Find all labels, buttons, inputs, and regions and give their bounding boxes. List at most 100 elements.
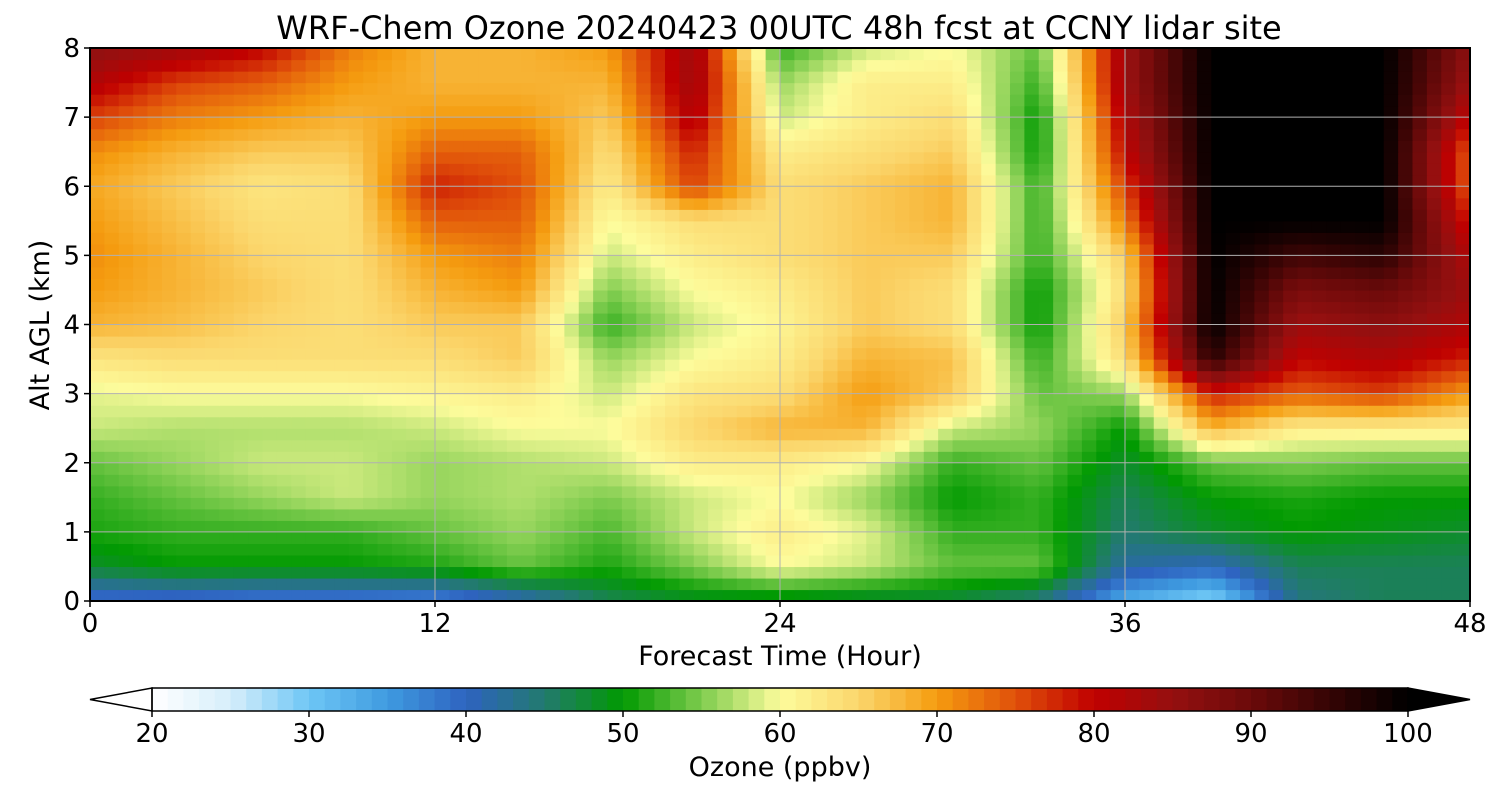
heatmap-cell <box>118 82 134 95</box>
heatmap-cell <box>1311 59 1327 72</box>
heatmap-cell <box>1110 577 1126 591</box>
y-tick-label: 5 <box>63 241 80 271</box>
heatmap-cell <box>276 428 292 441</box>
heatmap-cell <box>1455 232 1471 245</box>
heatmap-cell <box>981 577 997 591</box>
heatmap-cell <box>866 405 882 418</box>
heatmap-cell <box>995 347 1011 360</box>
heatmap-cell <box>938 186 954 199</box>
heatmap-cell <box>205 474 220 487</box>
heatmap-cell <box>190 232 206 245</box>
heatmap-cell <box>578 485 594 498</box>
heatmap-cell <box>866 71 882 84</box>
heatmap-cell <box>1254 117 1270 130</box>
heatmap-cell <box>995 151 1011 164</box>
heatmap-cell <box>391 174 407 187</box>
heatmap-cell <box>952 186 968 199</box>
heatmap-cell <box>161 405 177 418</box>
heatmap-cell <box>1297 209 1313 222</box>
heatmap-cell <box>190 71 206 84</box>
heatmap-cell <box>751 566 767 579</box>
heatmap-cell <box>1455 48 1471 61</box>
heatmap-cell <box>1311 105 1327 118</box>
heatmap-cell <box>1196 140 1212 153</box>
heatmap-cell <box>621 71 637 84</box>
heatmap-cell <box>176 566 192 579</box>
heatmap-cell <box>1211 462 1227 475</box>
heatmap-cell <box>765 278 781 291</box>
heatmap-cell <box>478 577 494 591</box>
heatmap-cell <box>1426 82 1442 95</box>
heatmap-cell <box>794 382 810 395</box>
heatmap-cell <box>952 255 968 268</box>
heatmap-cell <box>1110 451 1126 464</box>
heatmap-cell <box>952 220 968 233</box>
heatmap-cell <box>995 474 1011 487</box>
heatmap-cell <box>1283 174 1299 187</box>
heatmap-cell <box>1081 451 1097 464</box>
heatmap-cell <box>1153 439 1169 452</box>
heatmap-cell <box>161 543 177 556</box>
heatmap-cell <box>693 186 709 199</box>
heatmap-cell <box>938 566 954 579</box>
heatmap-cell <box>104 71 120 84</box>
heatmap-cell <box>1297 439 1313 452</box>
heatmap-cell <box>90 428 105 441</box>
heatmap-cell <box>176 359 192 372</box>
heatmap-cell <box>636 59 652 72</box>
heatmap-cell <box>866 393 882 406</box>
heatmap-cell <box>90 359 105 372</box>
heatmap-cell <box>794 543 810 556</box>
heatmap-cell <box>808 531 824 544</box>
heatmap-cell <box>147 163 163 176</box>
heatmap-cell <box>233 209 249 222</box>
heatmap-cell <box>1139 71 1155 84</box>
heatmap-cell <box>262 220 278 233</box>
colorbar-segment <box>732 688 750 711</box>
heatmap-cell <box>492 140 508 153</box>
heatmap-cell <box>248 347 264 360</box>
heatmap-cell <box>1340 163 1356 176</box>
heatmap-cell <box>550 140 565 153</box>
heatmap-cell <box>765 577 781 591</box>
heatmap-cell <box>1398 289 1414 303</box>
heatmap-cell <box>305 243 321 256</box>
heatmap-cell <box>161 462 177 475</box>
heatmap-cell <box>506 566 522 579</box>
heatmap-cell <box>1340 577 1356 591</box>
heatmap-cell <box>1110 140 1126 153</box>
heatmap-cell <box>1340 243 1356 256</box>
heatmap-cell <box>1211 312 1227 326</box>
heatmap-cell <box>593 416 609 429</box>
heatmap-cell <box>1053 174 1069 187</box>
heatmap-cell <box>248 451 264 464</box>
colorbar-tick-label: 30 <box>292 719 325 749</box>
heatmap-cell <box>435 186 450 199</box>
heatmap-cell <box>952 462 968 475</box>
heatmap-cell <box>722 255 738 268</box>
heatmap-cell <box>708 393 724 406</box>
heatmap-cell <box>248 289 264 303</box>
heatmap-cell <box>981 405 997 418</box>
heatmap-cell <box>391 589 407 602</box>
heatmap-cell <box>1067 520 1083 533</box>
heatmap-cell <box>981 324 997 337</box>
x-axis-label: Forecast Time (Hour) <box>638 641 922 672</box>
heatmap-cell <box>1240 520 1255 533</box>
heatmap-cell <box>1326 312 1342 326</box>
colorbar-min-extend <box>89 687 153 712</box>
heatmap-cell <box>1139 347 1155 360</box>
heatmap-cell <box>1426 474 1442 487</box>
heatmap-cell <box>1283 451 1299 464</box>
heatmap-cell <box>90 301 105 314</box>
heatmap-cell <box>190 278 206 291</box>
heatmap-cell <box>1254 312 1270 326</box>
heatmap-cell <box>1211 474 1227 487</box>
heatmap-cell <box>435 243 450 256</box>
heatmap-cell <box>1297 174 1313 187</box>
heatmap-cell <box>391 508 407 521</box>
heatmap-cell <box>262 117 278 130</box>
heatmap-cell <box>981 451 997 464</box>
heatmap-cell <box>435 347 450 360</box>
